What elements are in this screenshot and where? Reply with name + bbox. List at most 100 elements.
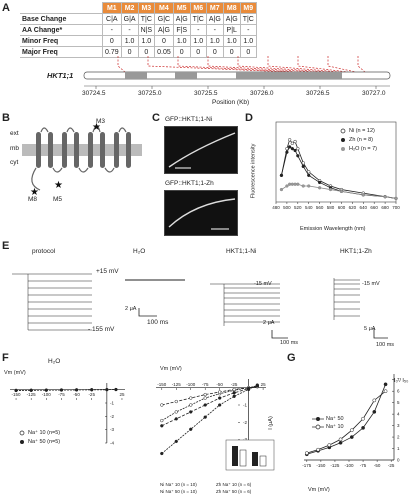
protocol-v-top: +15 mV [96,268,119,275]
micrograph-zh [164,190,238,236]
data-point [296,182,300,186]
data-point [301,184,305,188]
x-tick-label: -75 [360,463,367,468]
x-tick-label: 620 [349,205,357,210]
data-point [218,396,222,400]
data-point [304,451,309,455]
exon-2 [175,72,197,79]
x-tick-label: 640 [360,205,368,210]
x-tick-label: -50 [73,392,80,397]
chart-d-legend-zh: Zh (n = 8) [349,137,373,143]
x-tick-label: -150 [316,463,326,468]
chart-d-legend-ni: Ni (n = 12) [349,128,375,134]
data-point [287,138,292,142]
trace-title-ni: HKT1;1-Ni [226,248,257,255]
gene-tick-label: 30727.0 [362,90,386,97]
f-legend-left-markers [19,430,25,444]
f-legend-right-zh10: Zh Na⁺ 10 (n = 6) [216,482,252,487]
panel-label-b: B [2,112,10,124]
data-point [383,389,388,394]
trace-title-zh: HKT1;1-Zh [340,248,372,255]
x-tick-label: 600 [338,205,346,210]
chart-fluorescence: 480 500 520 540 560 580 600 620 640 660 680 700 [272,121,400,210]
data-point [293,139,297,144]
data-point [285,150,289,154]
data-point [203,396,207,400]
transmembrane-helices [36,132,131,168]
data-point [90,388,94,392]
voltage-protocol [12,273,92,331]
data-point [105,388,109,392]
panel-label-e: E [2,240,10,252]
data-point [160,451,164,456]
micrograph-top-label: GFP::HKT1;1-Ni [165,116,213,123]
trace-ni [210,283,288,339]
y-tick-label: 2 [397,435,400,440]
y-tick-label: 0 [397,458,400,463]
f-inset-bars [225,439,275,471]
data-point [189,427,193,431]
inset-bar [259,455,267,467]
mutation-star-m5: ★ [54,180,63,191]
x-tick-label: 25 [261,382,267,387]
trace-title-h2o: H₂O [133,248,146,255]
mutation-star-m8: ★ [30,187,39,198]
x-tick-label: -75 [58,392,65,397]
data-point [307,170,311,174]
data-point [29,388,33,392]
data-point [307,184,311,188]
gene-tick-label: 30726.5 [306,90,330,97]
table-cell: - [120,24,139,36]
data-point [307,173,311,177]
data-point [394,196,398,201]
x-tick-label: -125 [172,382,182,387]
label-m5: M5 [53,196,63,203]
data-point [290,147,295,151]
data-point [174,410,178,414]
x-tick-label: -100 [344,463,354,468]
chart-iv-h2o: -150 -125 -100 -75 -50 -25 25 -1 -2 -3 -4 [10,383,125,446]
x-tick-label: -50 [216,382,223,387]
data-point [317,180,322,185]
x-tick-label: 680 [381,205,389,210]
chart-d-ylabel: Fluorescence intensity [250,143,257,199]
data-point [285,184,289,188]
data-point [232,387,236,392]
data-point [160,424,164,428]
scale-zh-x: 100 ms [376,342,395,348]
data-point [174,439,178,444]
mutation-line-m5 [237,56,331,73]
mutation-line-m9 [357,56,366,73]
x-tick-label: -75 [202,382,209,387]
f-title-h2o: H₂O [48,358,61,365]
data-point [174,417,178,421]
gene-axis-ticks [95,86,377,89]
g-ylabel: I₀ / I₅₀ [394,378,409,384]
g-legend-50: Na⁺ 50 [326,416,344,422]
data-point [14,388,18,393]
data-point [293,148,297,153]
trace-zh [333,278,388,339]
table-cell: 0 [172,46,191,58]
f-legend-right-ni10: Ni Na⁺ 10 (n = 10) [160,482,197,487]
y-tick-label: -3 [243,437,247,442]
data-point [316,447,320,452]
scale-h2o-x: 100 ms [147,319,169,326]
inset-bar [239,449,247,467]
protocol-v-bottom: - 155 mV [88,326,115,333]
x-tick-label: 700 [392,205,400,210]
x-tick-label: -100 [186,382,196,387]
inset-bar [232,446,238,466]
x-tick-label: -125 [27,392,37,397]
data-point [361,416,365,421]
g-legend-10: Na⁺ 10 [326,424,344,430]
data-point [338,437,343,442]
f-legend-left-10: Na⁺ 10 (n=5) [28,430,61,436]
data-point [218,390,222,394]
data-point [361,426,365,430]
data-point [203,392,207,397]
y-tick-label: -2 [243,420,247,425]
panel-label-a: A [2,2,10,14]
x-tick-label: -25 [388,463,395,468]
mutation-line-m8 [327,56,357,73]
